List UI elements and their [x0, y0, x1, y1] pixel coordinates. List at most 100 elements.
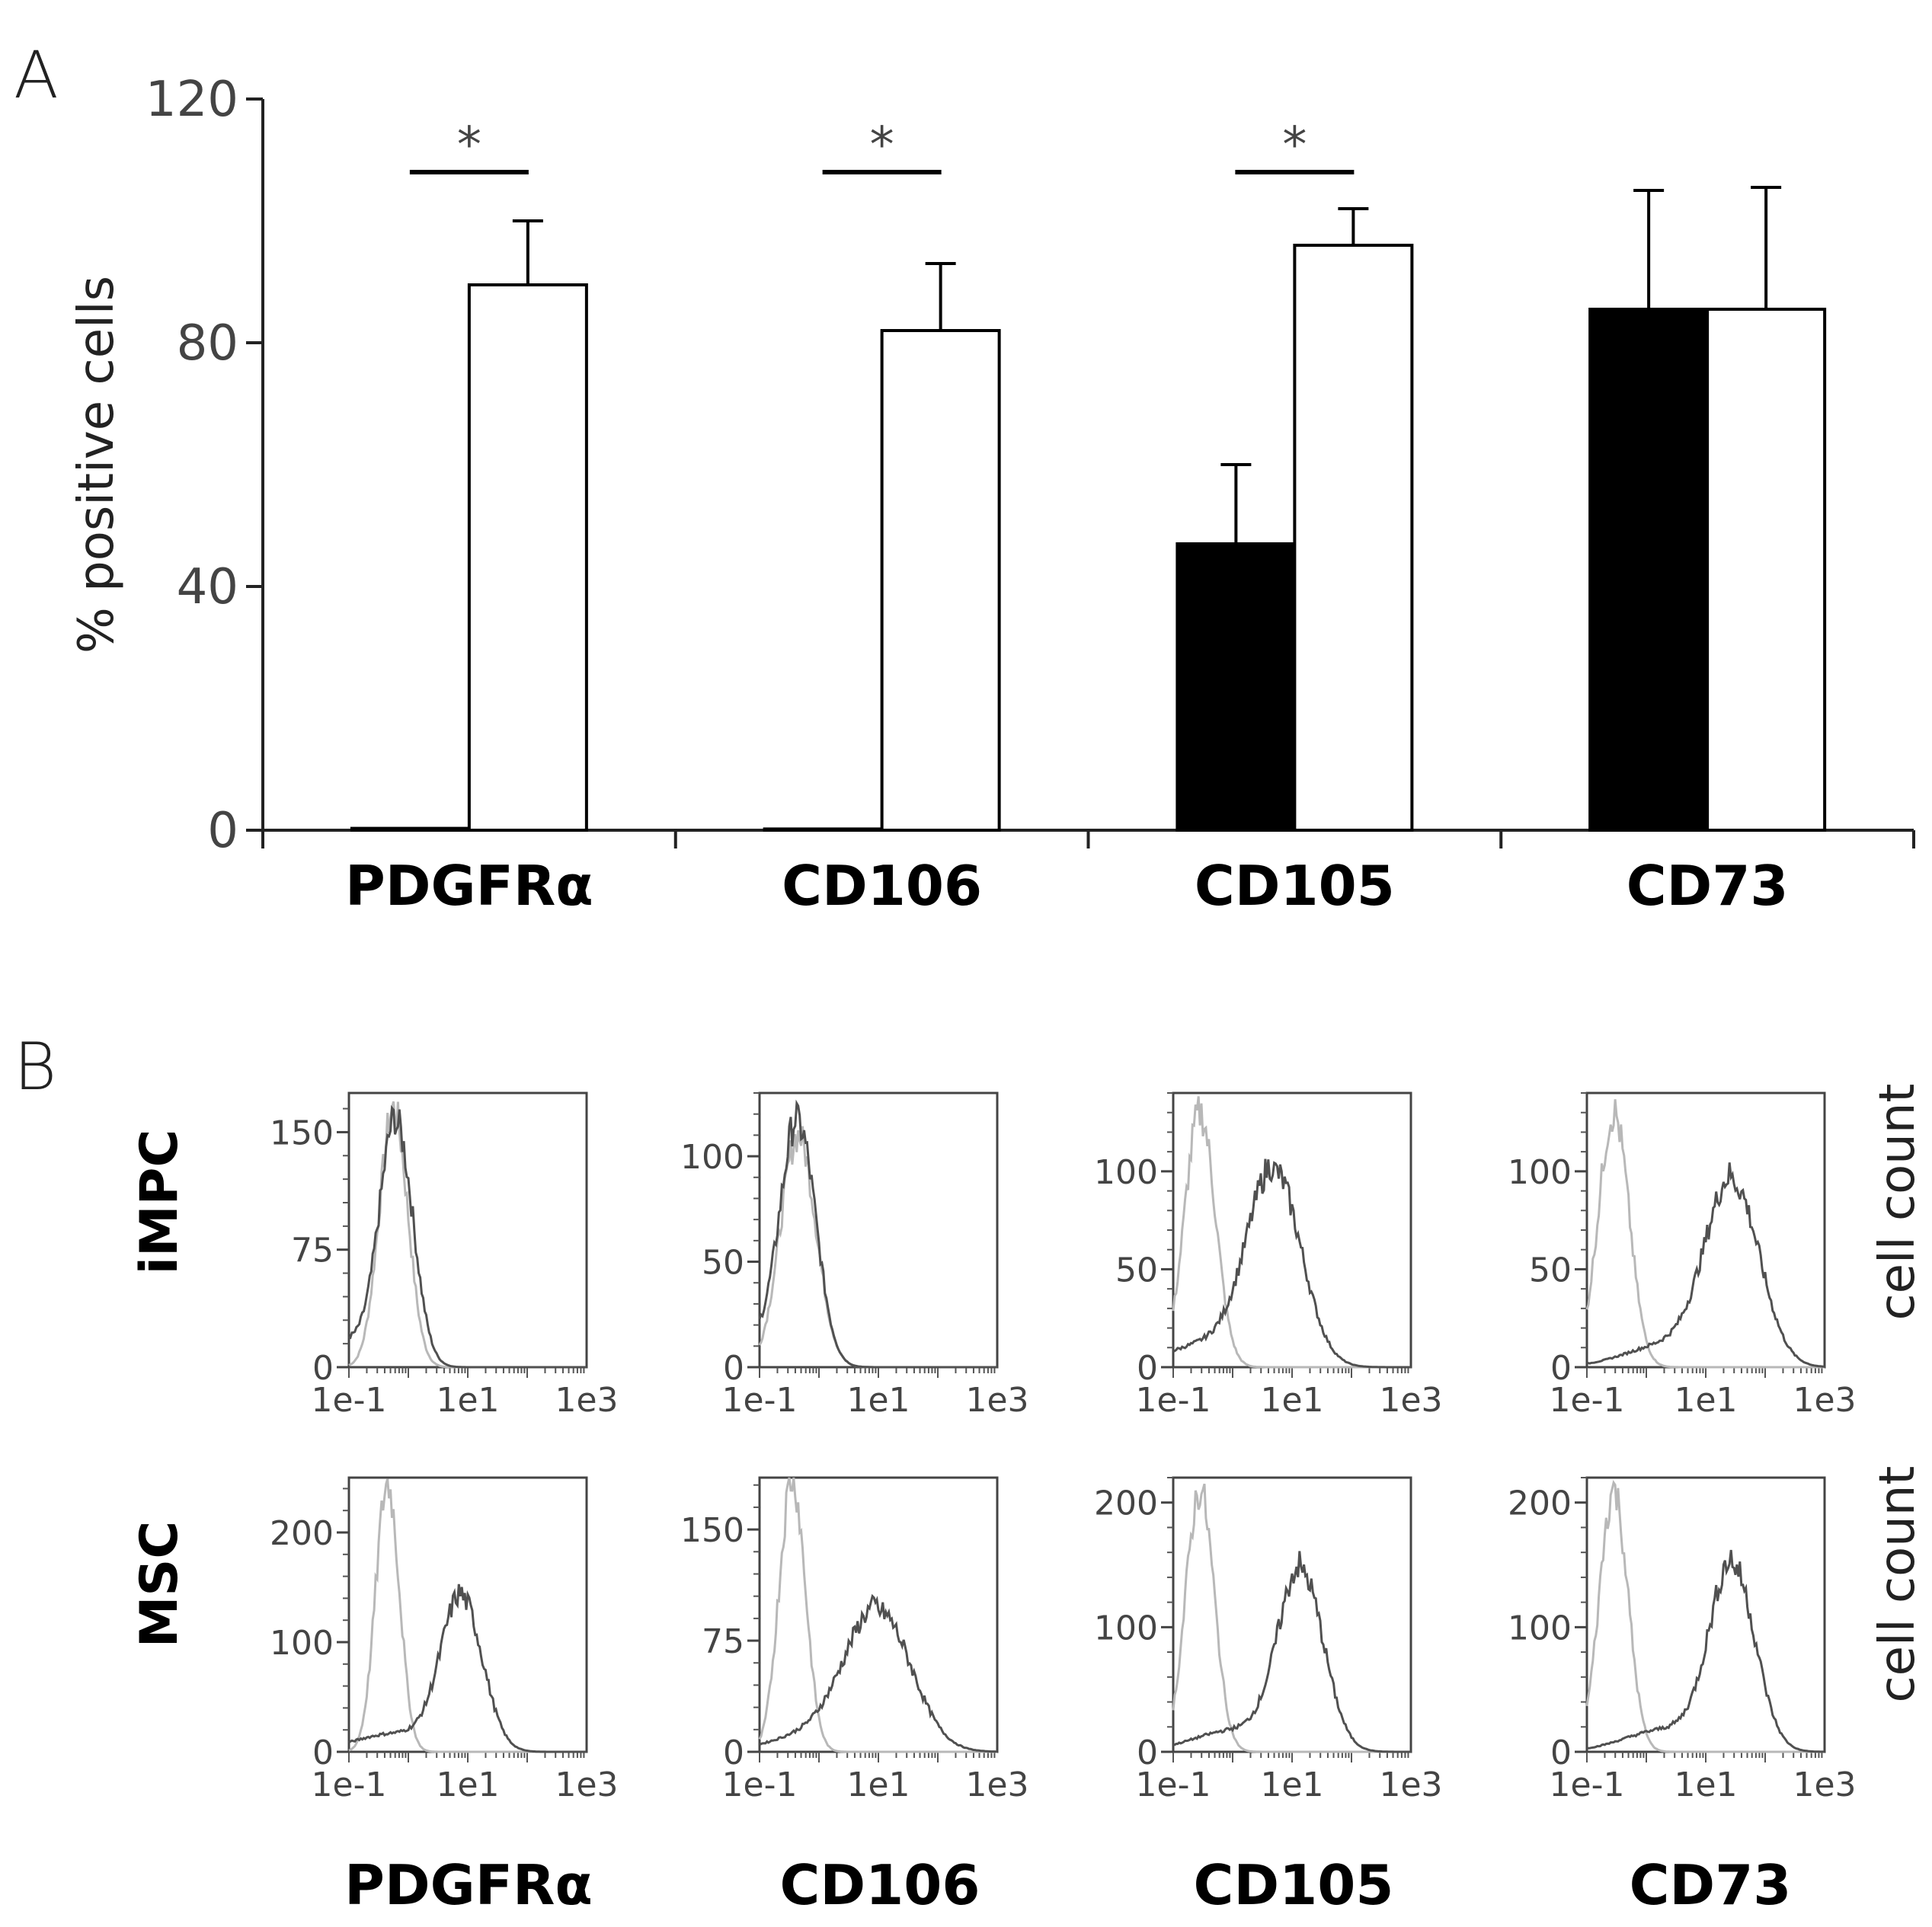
row-label-msc: MSC	[130, 1521, 190, 1648]
stain-histogram-trace	[348, 1104, 587, 1369]
x-tick-label: 1e-1	[312, 1381, 387, 1420]
y-tick-label: 0	[1137, 1349, 1158, 1388]
x-tick-label: 1e1	[1260, 1766, 1323, 1804]
histogram-panel: 0 50 100 1e-1 1e1 1e3	[680, 1091, 1029, 1420]
plot-frame	[1172, 1476, 1412, 1753]
x-tick-label: 1e-1	[1550, 1766, 1625, 1804]
x-tick-label: CD73	[1627, 854, 1789, 918]
y-tick-label: 100	[1508, 1153, 1572, 1192]
x-tick-label: 1e1	[436, 1381, 499, 1420]
y-tick-label: 0	[312, 1734, 334, 1772]
column-label-cd106: CD106	[780, 1853, 980, 1917]
y-tick-label: 120	[146, 72, 238, 128]
y-tick-label: 40	[177, 559, 238, 615]
x-tick-label: 1e1	[1674, 1766, 1737, 1804]
row-label-impc: iMPC	[130, 1130, 190, 1275]
histogram-panel: 0 100 200 1e-1 1e1 1e3	[1094, 1476, 1443, 1804]
y-tick-label: 100	[270, 1624, 334, 1663]
bar-chart: % positive cells 0 40 80 120 PDGFRα CD106 CD10…	[69, 72, 1915, 918]
x-tick-label: 1e3	[1793, 1381, 1856, 1420]
x-tick-label: 1e-1	[312, 1766, 387, 1804]
y-tick-label: 100	[1094, 1609, 1158, 1647]
x-tick-label: CD105	[1195, 854, 1395, 918]
control-histogram-trace	[1172, 1096, 1411, 1369]
y-tick-label: 0	[1550, 1734, 1572, 1772]
x-tick-label: 1e3	[965, 1766, 1028, 1804]
x-tick-label: 1e1	[1674, 1381, 1737, 1420]
y-tick-label: 200	[1094, 1484, 1158, 1523]
x-tick-label: 1e3	[555, 1381, 618, 1420]
y-tick-label: 200	[1508, 1484, 1572, 1523]
stain-histogram-trace	[1586, 1162, 1825, 1368]
histogram-grid: 0 75 150 1e-1 1e1 1e3 0 50 100 1e-1 1e1 1e3 0 50 100 1e…	[270, 1091, 1857, 1804]
x-tick-label: 1e1	[846, 1766, 910, 1804]
x-tick-label: CD106	[782, 854, 982, 918]
x-tick-label: 1e-1	[722, 1766, 798, 1804]
panel-label-a: A	[14, 37, 59, 113]
bar	[1706, 308, 1827, 832]
bar	[467, 283, 588, 832]
column-label-cd73: CD73	[1630, 1853, 1792, 1917]
y-tick-label: 0	[1137, 1734, 1158, 1772]
bar	[880, 329, 1001, 832]
significance-star: *	[457, 117, 481, 174]
control-histogram-trace	[1172, 1483, 1411, 1753]
y-axis-label-msc: cell count	[1870, 1465, 1926, 1702]
y-tick-label: 75	[702, 1622, 744, 1661]
histogram-panel: 0 50 100 1e-1 1e1 1e3	[1094, 1091, 1443, 1420]
y-tick-label: 0	[207, 803, 238, 859]
stain-histogram-trace	[758, 1099, 997, 1369]
plot-frame	[347, 1476, 588, 1753]
histogram-panel: 0 75 150 1e-1 1e1 1e3	[270, 1091, 619, 1420]
stain-histogram-trace	[348, 1583, 587, 1753]
histogram-panel: 0 75 150 1e-1 1e1 1e3	[680, 1476, 1029, 1804]
x-tick-label: 1e3	[965, 1381, 1028, 1420]
significance-star: *	[1282, 117, 1307, 174]
y-tick-label: 150	[680, 1511, 744, 1550]
bar	[1176, 542, 1297, 832]
plot-frame	[758, 1476, 999, 1753]
panel-label-b: B	[14, 1029, 56, 1105]
y-axis-label-impc: cell count	[1870, 1083, 1926, 1320]
y-tick-label: 50	[1115, 1251, 1158, 1289]
x-tick-label: 1e1	[436, 1766, 499, 1804]
y-tick-label: 0	[723, 1349, 744, 1388]
plot-frame	[1172, 1091, 1412, 1369]
control-histogram-trace	[758, 1126, 997, 1369]
x-tick-label: 1e1	[846, 1381, 910, 1420]
y-tick-label: 50	[702, 1244, 744, 1283]
control-histogram-trace	[348, 1101, 587, 1369]
x-tick-label: 1e-1	[722, 1381, 798, 1420]
x-tick-label: 1e3	[1379, 1381, 1442, 1420]
x-tick-label: 1e3	[1793, 1766, 1856, 1804]
y-tick-label: 150	[270, 1114, 334, 1152]
x-tick-label: 1e-1	[1550, 1381, 1625, 1420]
bar	[1293, 244, 1414, 832]
y-tick-label: 100	[680, 1138, 744, 1177]
histogram-panel: 0 100 200 1e-1 1e1 1e3	[270, 1476, 619, 1804]
x-tick-label: 1e3	[555, 1766, 618, 1804]
x-tick-label: 1e3	[1379, 1766, 1442, 1804]
control-histogram-trace	[758, 1477, 997, 1753]
x-tick-label: 1e1	[1260, 1381, 1323, 1420]
y-tick-label: 100	[1508, 1609, 1572, 1647]
y-axis-label: % positive cells	[69, 276, 125, 654]
control-histogram-trace	[1585, 1099, 1825, 1369]
stain-histogram-trace	[1586, 1549, 1825, 1753]
significance-star: *	[870, 117, 894, 174]
y-tick-label: 0	[312, 1349, 334, 1388]
bar	[763, 827, 884, 832]
histogram-panel: 0 50 100 1e-1 1e1 1e3	[1508, 1091, 1857, 1420]
x-tick-label: 1e-1	[1136, 1381, 1211, 1420]
control-histogram-trace	[1585, 1479, 1825, 1753]
x-tick-label: PDGFRα	[345, 854, 593, 918]
y-tick-label: 100	[1094, 1153, 1158, 1192]
control-histogram-trace	[348, 1478, 587, 1753]
plot-frame	[347, 1091, 588, 1369]
stain-histogram-trace	[1172, 1158, 1411, 1369]
y-tick-label: 0	[1550, 1349, 1572, 1388]
y-tick-label: 80	[177, 315, 238, 372]
y-tick-label: 50	[1529, 1251, 1572, 1289]
plot-frame	[1585, 1476, 1826, 1753]
bar	[350, 826, 471, 832]
